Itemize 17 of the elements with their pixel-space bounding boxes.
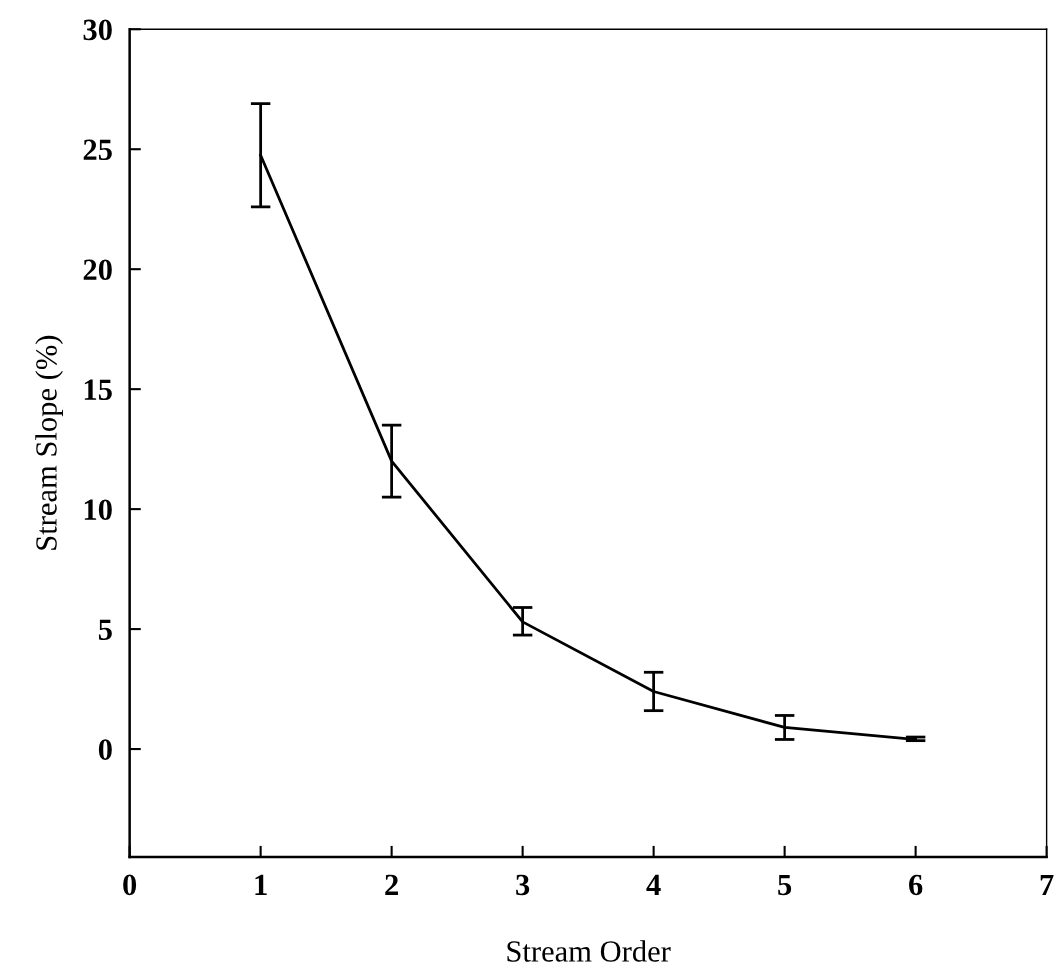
x-tick-label: 1 [255,874,267,895]
x-tick-label: 5 [778,874,792,896]
x-tick-label: 4 [646,874,661,895]
x-tick-label: 7 [1040,874,1054,895]
x-axis-title: Stream Order [507,940,671,962]
y-axis-title: Stream Slope (%) [35,335,63,550]
y-tick-label: 15 [84,379,112,401]
x-tick-label: 3 [516,874,530,896]
y-tick-label: 10 [84,499,112,521]
y-tick-label: 5 [98,619,112,640]
y-tick-label: 25 [83,139,112,161]
x-tick-label: 0 [123,874,137,896]
y-tick-label: 20 [83,259,112,281]
x-tick-label: 6 [909,874,923,896]
y-tick-label: 0 [98,739,112,760]
x-tick-label: 2 [385,874,398,895]
y-tick-label: 30 [83,19,112,41]
